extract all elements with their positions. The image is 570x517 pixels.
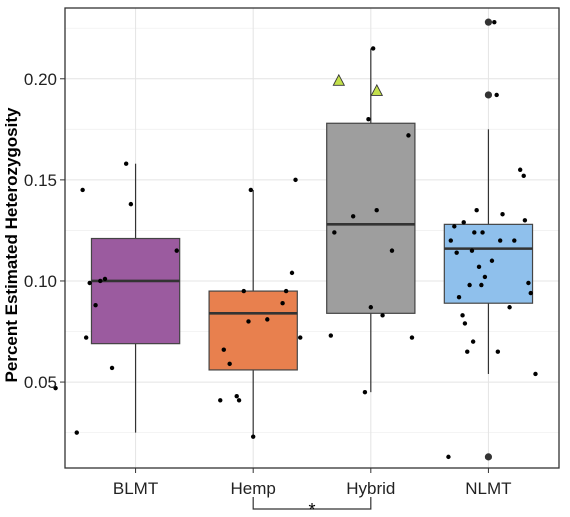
whiskers bbox=[134, 48, 490, 437]
x-tick-label-nlmt: NLMT bbox=[465, 479, 511, 498]
point-blmt-11 bbox=[174, 248, 179, 253]
point-hemp-13 bbox=[293, 177, 298, 183]
point-nlmt-17 bbox=[482, 274, 488, 280]
point-hemp-5 bbox=[241, 288, 246, 294]
point-nlmt-29 bbox=[528, 290, 533, 296]
point-hemp-4 bbox=[236, 398, 242, 403]
point-blmt-6 bbox=[98, 278, 103, 284]
y-axis: 0.05 0.10 0.15 0.20 bbox=[24, 70, 65, 392]
x-tick-label-hemp: Hemp bbox=[231, 479, 276, 498]
point-blmt-3 bbox=[83, 335, 89, 340]
triangle-marker-hybrid-0 bbox=[332, 73, 346, 86]
point-nlmt-1 bbox=[448, 238, 453, 243]
box-blmt bbox=[90, 237, 181, 345]
point-nlmt-15 bbox=[479, 282, 484, 288]
point-hemp-1 bbox=[221, 347, 226, 352]
y-tick-label-0: 0.05 bbox=[24, 373, 57, 392]
point-hybrid-8 bbox=[380, 313, 385, 318]
point-nlmt-10 bbox=[469, 248, 475, 253]
point-nlmt-13 bbox=[474, 207, 479, 213]
plot-panel bbox=[64, 7, 560, 469]
point-blmt-8 bbox=[109, 365, 115, 371]
point-nlmt-22 bbox=[497, 238, 503, 243]
data-points bbox=[53, 18, 538, 461]
point-nlmt-6 bbox=[461, 220, 466, 225]
point-hemp-7 bbox=[250, 434, 256, 439]
point-nlmt-28 bbox=[526, 280, 531, 286]
x-tick-label-blmt: BLMT bbox=[113, 479, 158, 498]
point-hemp-6 bbox=[246, 319, 251, 324]
point-nlmt-23 bbox=[500, 212, 505, 217]
outlier-nlmt-2 bbox=[484, 91, 493, 99]
point-hybrid-1 bbox=[332, 230, 337, 235]
point-hybrid-9 bbox=[389, 248, 395, 253]
point-hybrid-2 bbox=[350, 214, 356, 219]
point-nlmt-21 bbox=[495, 349, 501, 354]
point-hybrid-0 bbox=[328, 333, 334, 338]
point-nlmt-7 bbox=[462, 321, 468, 326]
point-hybrid-4 bbox=[366, 117, 371, 122]
point-nlmt-12 bbox=[472, 230, 477, 235]
point-nlmt-4 bbox=[456, 294, 462, 300]
y-tick-label-3: 0.20 bbox=[24, 70, 57, 89]
point-hemp-2 bbox=[227, 361, 232, 367]
y-tick-label-2: 0.15 bbox=[24, 171, 57, 190]
point-nlmt-18 bbox=[489, 258, 495, 263]
point-hemp-8 bbox=[248, 187, 254, 193]
boxes bbox=[90, 122, 534, 371]
point-blmt-4 bbox=[87, 280, 92, 286]
point-nlmt-25 bbox=[512, 238, 517, 243]
point-blmt-2 bbox=[80, 187, 85, 193]
point-hybrid-10 bbox=[406, 133, 411, 138]
point-nlmt-24 bbox=[507, 305, 512, 310]
point-blmt-5 bbox=[93, 303, 98, 308]
point-hemp-10 bbox=[280, 301, 285, 306]
point-blmt-1 bbox=[74, 430, 79, 435]
point-nlmt-8 bbox=[465, 349, 470, 354]
x-tick-label-hybrid: Hybrid bbox=[346, 479, 395, 498]
point-blmt-0 bbox=[53, 385, 58, 391]
y-tick-label-1: 0.10 bbox=[24, 272, 57, 291]
point-blmt-7 bbox=[102, 276, 108, 282]
x-axis: BLMT Hemp Hybrid NLMT bbox=[113, 468, 512, 498]
triangle-marker-hybrid-1 bbox=[370, 83, 384, 96]
point-nlmt-14 bbox=[476, 264, 482, 270]
point-nlmt-30 bbox=[533, 371, 538, 377]
point-blmt-10 bbox=[128, 201, 134, 207]
point-hybrid-5 bbox=[368, 305, 374, 310]
point-hybrid-3 bbox=[362, 389, 368, 395]
point-hemp-0 bbox=[218, 398, 223, 403]
point-hemp-11 bbox=[283, 288, 289, 294]
point-nlmt-20 bbox=[494, 92, 499, 98]
point-blmt-9 bbox=[123, 161, 129, 166]
point-hybrid-7 bbox=[374, 207, 379, 213]
point-nlmt-9 bbox=[467, 282, 472, 288]
outlier-nlmt-1 bbox=[484, 453, 493, 461]
point-hybrid-11 bbox=[409, 335, 415, 340]
point-nlmt-31 bbox=[521, 173, 526, 179]
point-nlmt-11 bbox=[470, 339, 476, 344]
point-hemp-14 bbox=[298, 335, 303, 340]
point-hemp-12 bbox=[289, 270, 295, 276]
point-hemp-3 bbox=[234, 394, 239, 399]
point-nlmt-16 bbox=[480, 230, 485, 235]
y-axis-title: Percent Estimated Heterozygosity bbox=[2, 107, 21, 382]
point-nlmt-3 bbox=[454, 250, 459, 255]
point-nlmt-2 bbox=[452, 224, 457, 229]
outlier-nlmt-0 bbox=[484, 18, 493, 26]
box-hybrid bbox=[326, 122, 416, 314]
point-nlmt-19 bbox=[492, 19, 497, 25]
significance-star: * bbox=[308, 500, 315, 517]
point-hemp-9 bbox=[265, 317, 270, 322]
point-hybrid-6 bbox=[370, 46, 376, 51]
significance-bracket: * bbox=[252, 497, 372, 517]
box-nlmt bbox=[443, 223, 534, 304]
point-nlmt-27 bbox=[522, 218, 528, 223]
point-nlmt-26 bbox=[517, 167, 523, 172]
point-nlmt-5 bbox=[460, 313, 465, 318]
significance-line bbox=[252, 497, 372, 510]
point-nlmt-0 bbox=[446, 454, 451, 460]
